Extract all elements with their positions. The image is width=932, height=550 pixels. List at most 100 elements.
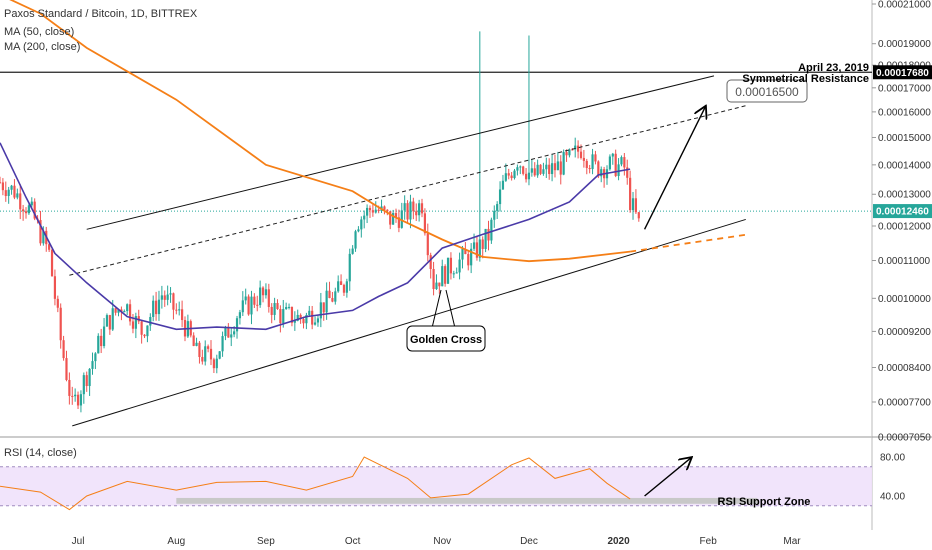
candle-body <box>79 394 83 406</box>
ma50-line[interactable] <box>0 142 631 331</box>
candle-body <box>247 296 250 315</box>
candle-body <box>545 164 548 170</box>
candle-body <box>267 289 270 307</box>
date-note: April 23, 2019 <box>798 62 869 74</box>
candle-body <box>111 308 114 330</box>
ma200-line[interactable] <box>0 0 631 263</box>
candle-body <box>582 157 585 161</box>
candle-body <box>140 321 143 335</box>
candle-body <box>259 287 262 306</box>
candle-body <box>386 209 389 212</box>
candle-body <box>374 209 377 213</box>
channel-upper-line[interactable] <box>86 75 715 230</box>
price-tick-label: 0.00011000 <box>878 256 931 267</box>
candle-body <box>637 212 640 219</box>
candle-body <box>377 209 380 211</box>
candle-body <box>293 320 296 323</box>
candle-body <box>513 170 516 179</box>
candle-body <box>276 303 279 310</box>
candle-body <box>498 189 502 205</box>
candle-body <box>342 284 346 293</box>
target-callout-value: 0.00016500 <box>735 85 799 99</box>
candle-body <box>198 342 201 357</box>
candle-body <box>490 219 493 241</box>
candle-body <box>548 164 551 175</box>
rsi-axis[interactable]: 80.00 40.00 <box>880 453 905 503</box>
candle-body <box>241 300 244 313</box>
candle-body <box>282 309 285 324</box>
target-callout[interactable]: 0.00016500 <box>726 79 808 103</box>
candle-body <box>319 302 322 319</box>
candle-body <box>415 211 418 216</box>
candle-body <box>238 312 242 319</box>
candle-body <box>423 213 427 234</box>
golden-cross-callout[interactable]: Golden Cross <box>406 289 486 352</box>
candle-body <box>452 273 455 275</box>
candle-body <box>102 326 106 347</box>
candle-body <box>94 353 97 362</box>
rsi-arrow[interactable] <box>644 458 691 497</box>
time-tick-label: Mar <box>783 536 801 547</box>
candle-body <box>458 259 461 273</box>
candle-body <box>322 302 325 313</box>
ma200-legend: MA (200, close) <box>4 41 80 53</box>
time-tick-label: 2020 <box>607 536 630 547</box>
candle-body <box>565 152 568 156</box>
time-tick-label: Nov <box>433 536 451 547</box>
rsi-legend: RSI (14, close) <box>4 447 77 459</box>
candle-body <box>631 198 635 211</box>
candle-body <box>128 304 132 322</box>
candle-body <box>516 167 519 171</box>
price-tick-label: 0.00021000 <box>878 0 931 11</box>
candle-body <box>620 157 623 165</box>
price-tick-label: 0.00012000 <box>878 222 931 233</box>
candle-body <box>337 281 340 292</box>
target-arrow[interactable] <box>643 107 706 230</box>
candle-body <box>27 205 31 214</box>
candle-body <box>519 166 522 168</box>
candle-body <box>53 276 57 299</box>
rsi-tick-label: 80.00 <box>880 453 905 464</box>
rsi-support-zone <box>176 497 758 504</box>
candle-body <box>522 166 525 174</box>
candle-body <box>178 309 181 311</box>
price-tick-label: 0.00017000 <box>878 83 931 94</box>
candle-body <box>146 325 149 337</box>
candle-body <box>285 306 288 310</box>
candle-body <box>487 228 490 241</box>
candle-body <box>273 303 276 315</box>
candles-layer <box>0 31 640 413</box>
candle-body <box>608 156 611 170</box>
candle-body <box>585 160 588 169</box>
price-tick-label: 0.00007700 <box>878 398 931 409</box>
candle-body <box>325 290 328 313</box>
candle-body <box>308 310 311 315</box>
candle-body <box>59 307 62 341</box>
candle-body <box>501 180 505 190</box>
candle-body <box>302 319 305 324</box>
time-axis[interactable]: Jul Aug Sep Oct Nov Dec 2020 Feb Mar <box>72 536 802 547</box>
candle-body <box>435 282 438 290</box>
candle-body <box>629 177 632 211</box>
candle-body <box>105 315 109 327</box>
channel-mid-dashed-line[interactable] <box>69 105 746 276</box>
candle-body <box>339 281 343 285</box>
candle-body <box>334 291 337 302</box>
channel-lower-line[interactable] <box>72 218 746 427</box>
rsi-line[interactable] <box>0 456 631 511</box>
candle-body <box>56 298 59 308</box>
candle-body <box>166 294 169 300</box>
candle-body <box>568 149 571 156</box>
candle-body <box>614 153 617 176</box>
candle-body <box>42 230 45 244</box>
candle-body <box>354 231 357 249</box>
rsi-tick-label: 40.00 <box>880 492 905 503</box>
price-tick-label: 0.00008400 <box>878 363 931 374</box>
candle-body <box>444 266 447 284</box>
candle-body <box>446 257 450 284</box>
candle-body <box>91 361 94 369</box>
candle-body <box>201 356 204 362</box>
candle-body <box>143 334 146 337</box>
candle-body <box>16 193 19 198</box>
